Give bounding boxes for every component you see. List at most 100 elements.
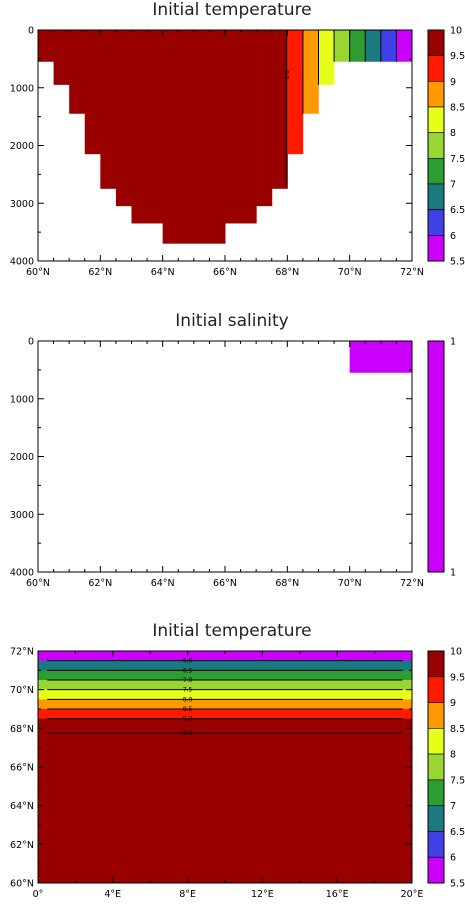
panel3-contour-label: 6.5 [183,667,193,674]
panel1-ytick-label: 4000 [10,257,34,268]
panel1-column [302,30,319,114]
panel2-xtick-label: 70°N [338,578,362,589]
panel1-colorbar-swatch [427,106,445,133]
panel1-contour-label: 9.5 [282,70,289,80]
panel1-xtick-label: 68°N [275,267,299,278]
panel1-colorbar-label: 7.5 [450,154,465,165]
panel3-ytick-label: 62°N [10,840,34,851]
panel1-colorbar-label: 10 [450,26,462,37]
panel2-plot: 60°N 62°N 64°N 66°N 68°N 70°N 72°N 0 1000 2000 300… [10,337,424,590]
panel1-colorbar-swatch [427,158,445,185]
panel3-xtick-label: 16°E [326,889,349,900]
panel3-colorbar-swatch [427,831,445,858]
panel3-colorbar-swatch [427,856,445,884]
panel1-colorbar-swatch [427,183,445,210]
panel2-xtick-label: 72°N [400,578,424,589]
panel3-colorbar-label: 6 [450,853,456,864]
panel3-colorbar-label: 7.5 [450,775,465,786]
panel1-ytick-label: 2000 [10,141,34,152]
panel1-colorbar-swatch [427,209,445,236]
panel1-xtick-label: 66°N [213,267,237,278]
panel1-colorbar-label: 6 [450,231,456,242]
panel2-ytick-label: 1000 [10,394,34,405]
panel2-xtick-label: 66°N [213,578,237,589]
panel3-colorbar-frame [427,650,445,884]
panel1-colorbar-label: 8.5 [450,103,465,114]
panel3-xtick-label: 8°E [179,889,196,900]
panel3-colorbar-swatch [427,805,445,832]
panel1-xtick-label: 72°N [400,267,424,278]
panel3-band [38,680,412,691]
panel1-basin-cell [225,30,257,224]
panel1-ytick-label: 1000 [10,83,34,94]
panel1-colorbar-label: 9 [450,77,456,88]
panel3-contour-label: 9.0 [183,716,193,723]
panel1-column [365,30,382,62]
panel3-ytick-label: 68°N [10,724,34,735]
panel3-ytick-label: 70°N [10,685,34,696]
panel2-ytick-label: 0 [28,337,34,348]
panel3-colorbar-swatch [427,650,445,678]
panel1-column [349,30,366,62]
panel3-colorbar-label: 8 [450,750,456,761]
panel3-colorbar: 10 9.5 9 8.5 8 7.5 7 6.5 6 5.5 [427,647,465,890]
panel1-colorbar-swatch [427,132,445,159]
panel2-colorbar: 11 [427,337,456,579]
panel1-colorbar-label: 5.5 [450,257,465,268]
panel1-basin-cell [38,30,55,62]
panel1-basin-cell [84,30,101,155]
panel1-colorbar-swatch [427,235,445,262]
panel1-column [334,30,350,62]
panel3-band [38,689,412,700]
panel2-xtick-label: 68°N [275,578,299,589]
panel3-colorbar-swatch [427,676,445,703]
panel1-column [318,30,335,85]
panel3-xtick-label: 12°E [251,889,274,900]
panel3-xtick-label: 4°E [104,889,121,900]
panel3-colorbar-label: 6.5 [450,827,465,838]
panel1-colorbar: 10 9.5 9 8.5 8 7.5 7 6.5 6 5.5 [427,26,465,268]
panel3-colorbar-swatch [427,728,445,755]
panel3-colorbar-swatch [427,779,445,806]
panel1-basin-cell [162,30,226,244]
panel3-colorbar-label: 9.5 [450,672,465,683]
panel3-contour-label: 9.5 [183,730,193,737]
panel1-column [380,30,397,62]
panel2-salinity-patch [349,341,412,373]
panel3-contour-label: 7.0 [183,677,193,684]
panel1-colorbar-swatch [427,29,445,56]
panel1-xtick-label: 70°N [338,267,362,278]
panel3-colorbar-swatch [427,753,445,781]
panel3-xtick-label: 0° [33,889,44,900]
panel2-ytick-label: 4000 [10,568,34,579]
panel3-xtick-label: 20°E [401,889,424,900]
panel2-frame [37,340,413,573]
panel3-colorbar-label: 5.5 [450,879,465,890]
panel1-column [396,30,413,62]
panel3-band [38,699,412,710]
panel3-contour-label: 6.0 [183,658,193,665]
panel3-colorbar-label: 9 [450,698,456,709]
panel1-colorbar-label: 7 [450,180,456,191]
panel1-plot: 9.5 60°N 62°N 64°N 66°N 68°N 70°N 72°N 0 1000 2000… [10,26,424,279]
panel1-colorbar-swatch [427,55,445,82]
panel2-ytick-label: 2000 [10,452,34,463]
panel3-band [38,660,412,671]
panel3-plot: 6.0 6.5 7.0 7.5 8.0 8.5 9.0 9.5 0° 4°E 8°E 12°E 16°E… [10,647,423,901]
panel3-ytick-label: 64°N [10,801,34,812]
panel1-basin-cell [100,30,117,189]
panel3-ytick-label: 66°N [10,763,34,774]
panel1-colorbar-label: 8 [450,128,456,139]
panel3-contour-label: 7.5 [183,687,193,694]
panel1-colorbar-label: 6.5 [450,205,465,216]
panel2-colorbar-swatch [427,340,445,573]
panel1-ytick-label: 3000 [10,199,34,210]
panel3-colorbar-label: 7 [450,801,456,812]
panel3-band [38,718,412,884]
panel1-basin-cell [69,30,86,114]
panel2-colorbar-frame [427,340,445,573]
panel3-band [38,670,412,681]
panel1-xtick-label: 62°N [88,267,112,278]
panel3-ytick-label: 60°N [10,879,34,890]
